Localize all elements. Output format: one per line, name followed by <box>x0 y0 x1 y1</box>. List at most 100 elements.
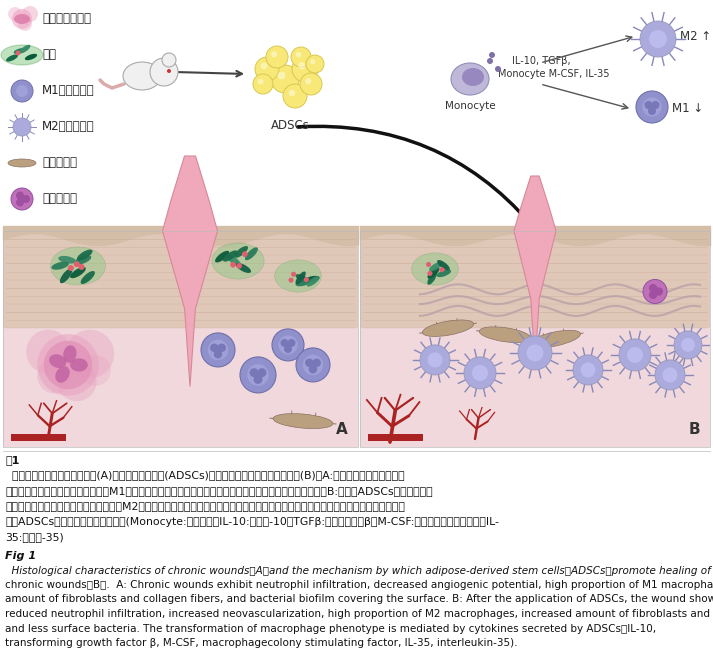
Circle shape <box>640 21 676 57</box>
Circle shape <box>420 345 450 375</box>
Circle shape <box>305 78 312 84</box>
Ellipse shape <box>70 267 86 278</box>
Ellipse shape <box>437 260 450 270</box>
Ellipse shape <box>530 330 580 348</box>
Circle shape <box>518 336 552 370</box>
Circle shape <box>310 60 315 64</box>
Bar <box>360 328 710 447</box>
Circle shape <box>645 101 652 109</box>
Circle shape <box>253 74 273 94</box>
Bar <box>368 434 423 441</box>
Ellipse shape <box>234 246 248 258</box>
Text: ADSCs: ADSCs <box>270 119 309 132</box>
Ellipse shape <box>245 248 258 260</box>
Circle shape <box>291 272 296 277</box>
Circle shape <box>271 51 277 58</box>
Circle shape <box>439 267 444 272</box>
Ellipse shape <box>81 271 95 284</box>
Text: IL-10, TGFβ,: IL-10, TGFβ, <box>512 56 570 66</box>
Text: Histological characteristics of chronic wounds（A）and the mechanism by which adip: Histological characteristics of chronic … <box>5 565 711 575</box>
Ellipse shape <box>236 263 251 273</box>
Ellipse shape <box>14 14 30 24</box>
Ellipse shape <box>304 276 319 282</box>
Circle shape <box>649 290 657 299</box>
Ellipse shape <box>273 413 333 429</box>
Circle shape <box>254 375 262 384</box>
Circle shape <box>489 52 495 58</box>
Circle shape <box>66 330 114 378</box>
Bar <box>360 328 710 447</box>
Ellipse shape <box>70 359 88 371</box>
Ellipse shape <box>436 270 451 277</box>
Circle shape <box>266 46 288 68</box>
Circle shape <box>627 347 643 363</box>
Ellipse shape <box>77 250 93 261</box>
Text: Fig 1: Fig 1 <box>5 551 36 561</box>
Circle shape <box>284 345 292 353</box>
Circle shape <box>37 359 73 393</box>
Ellipse shape <box>123 62 161 90</box>
Text: transforming growth factor β, M-CSF, macrophagecolony stimulating factor, IL-35,: transforming growth factor β, M-CSF, mac… <box>5 638 518 648</box>
Circle shape <box>283 84 307 108</box>
Circle shape <box>655 287 663 296</box>
Ellipse shape <box>49 355 66 368</box>
Circle shape <box>12 9 32 29</box>
Circle shape <box>261 63 267 70</box>
Circle shape <box>662 367 677 383</box>
Circle shape <box>57 362 96 401</box>
Circle shape <box>649 284 657 292</box>
Circle shape <box>296 52 302 58</box>
Polygon shape <box>163 156 217 387</box>
Circle shape <box>304 277 309 282</box>
Circle shape <box>619 339 651 371</box>
Circle shape <box>201 333 235 367</box>
Circle shape <box>280 339 289 347</box>
Circle shape <box>272 329 304 361</box>
Circle shape <box>68 265 74 271</box>
Circle shape <box>8 7 22 21</box>
Text: B: B <box>688 422 700 437</box>
Circle shape <box>464 357 496 389</box>
Ellipse shape <box>223 250 237 262</box>
Circle shape <box>22 195 30 203</box>
Circle shape <box>681 338 695 352</box>
Circle shape <box>655 360 685 390</box>
Circle shape <box>257 368 267 377</box>
Circle shape <box>289 278 294 283</box>
Circle shape <box>255 57 279 81</box>
Ellipse shape <box>422 320 473 337</box>
Circle shape <box>289 90 295 96</box>
Circle shape <box>305 359 314 367</box>
Circle shape <box>43 341 92 389</box>
Text: 成纤维细胞: 成纤维细胞 <box>42 157 77 169</box>
Circle shape <box>277 72 285 80</box>
Circle shape <box>217 344 226 352</box>
Circle shape <box>242 252 247 257</box>
Ellipse shape <box>60 268 72 283</box>
Circle shape <box>495 66 501 72</box>
Bar <box>360 231 710 328</box>
Circle shape <box>11 188 33 210</box>
Text: M1 ↓: M1 ↓ <box>672 102 703 116</box>
Circle shape <box>472 365 488 381</box>
Circle shape <box>150 58 178 86</box>
Circle shape <box>230 262 236 268</box>
Circle shape <box>214 350 222 359</box>
Circle shape <box>648 107 656 115</box>
Text: Monocyte: Monocyte <box>445 101 496 111</box>
Text: 中性粒细胞陷阱: 中性粒细胞陷阱 <box>42 13 91 25</box>
Ellipse shape <box>427 268 439 278</box>
Text: 细菌: 细菌 <box>42 48 56 62</box>
Circle shape <box>428 353 443 367</box>
Circle shape <box>250 368 259 377</box>
Circle shape <box>240 357 276 393</box>
Circle shape <box>247 364 269 386</box>
Circle shape <box>291 47 311 67</box>
Circle shape <box>167 69 171 73</box>
Circle shape <box>22 6 38 22</box>
Ellipse shape <box>6 54 18 62</box>
Text: 中性粒细胞: 中性粒细胞 <box>42 193 77 205</box>
Bar <box>3 328 358 447</box>
Bar <box>3 231 358 328</box>
Text: 是由ADSCs所分泌的细胞因子所介导(Monocyte:单核细胞，IL-10:白介素-10，TGFβ:转化生长因子β，M-CSF:巨噬细胞集落刺激因子，IL-: 是由ADSCs所分泌的细胞因子所介导(Monocyte:单核细胞，IL-10:白… <box>5 517 499 527</box>
